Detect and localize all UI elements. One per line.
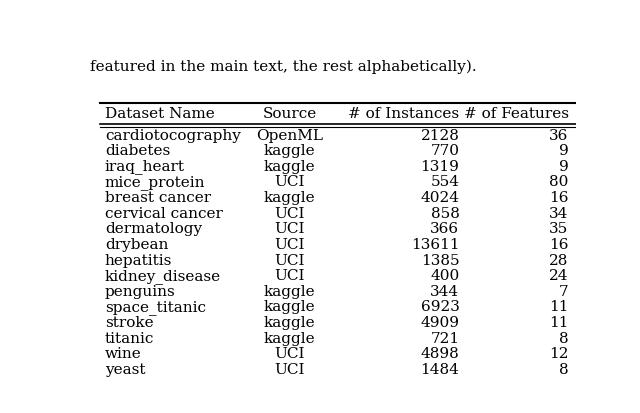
Text: 11: 11 xyxy=(549,315,568,329)
Text: 28: 28 xyxy=(549,253,568,267)
Text: iraq_heart: iraq_heart xyxy=(105,159,185,174)
Text: 6923: 6923 xyxy=(420,300,460,313)
Text: kaggle: kaggle xyxy=(264,331,316,345)
Text: 4024: 4024 xyxy=(420,191,460,204)
Text: diabetes: diabetes xyxy=(105,144,170,158)
Text: Source: Source xyxy=(262,107,317,121)
Text: 344: 344 xyxy=(430,284,460,298)
Text: 11: 11 xyxy=(549,300,568,313)
Text: 12: 12 xyxy=(549,347,568,361)
Text: 9: 9 xyxy=(559,159,568,173)
Text: 8: 8 xyxy=(559,362,568,376)
Text: 9: 9 xyxy=(559,144,568,158)
Text: space_titanic: space_titanic xyxy=(105,299,206,314)
Text: penguins: penguins xyxy=(105,284,175,298)
Text: 2128: 2128 xyxy=(420,128,460,142)
Text: UCI: UCI xyxy=(275,362,305,376)
Text: 24: 24 xyxy=(549,268,568,282)
Text: kaggle: kaggle xyxy=(264,191,316,204)
Text: kaggle: kaggle xyxy=(264,159,316,173)
Text: 1385: 1385 xyxy=(421,253,460,267)
Text: 36: 36 xyxy=(549,128,568,142)
Text: hepatitis: hepatitis xyxy=(105,253,172,267)
Text: 35: 35 xyxy=(549,222,568,236)
Text: kidney_disease: kidney_disease xyxy=(105,268,221,283)
Text: 721: 721 xyxy=(430,331,460,345)
Text: 4909: 4909 xyxy=(420,315,460,329)
Text: 400: 400 xyxy=(430,268,460,282)
Text: stroke: stroke xyxy=(105,315,154,329)
Text: drybean: drybean xyxy=(105,237,168,252)
Text: featured in the main text, the rest alphabetically).: featured in the main text, the rest alph… xyxy=(90,59,477,74)
Text: mice_protein: mice_protein xyxy=(105,175,205,190)
Text: cardiotocography: cardiotocography xyxy=(105,128,241,142)
Text: OpenML: OpenML xyxy=(256,128,323,142)
Text: breast cancer: breast cancer xyxy=(105,191,211,204)
Text: UCI: UCI xyxy=(275,222,305,236)
Text: kaggle: kaggle xyxy=(264,300,316,313)
Text: 34: 34 xyxy=(549,206,568,220)
Text: 770: 770 xyxy=(431,144,460,158)
Text: kaggle: kaggle xyxy=(264,284,316,298)
Text: dermatology: dermatology xyxy=(105,222,202,236)
Text: UCI: UCI xyxy=(275,253,305,267)
Text: 16: 16 xyxy=(549,191,568,204)
Text: 8: 8 xyxy=(559,331,568,345)
Text: # of Features: # of Features xyxy=(463,107,568,121)
Text: 366: 366 xyxy=(430,222,460,236)
Text: titanic: titanic xyxy=(105,331,154,345)
Text: kaggle: kaggle xyxy=(264,315,316,329)
Text: # of Instances: # of Instances xyxy=(348,107,460,121)
Text: kaggle: kaggle xyxy=(264,144,316,158)
Text: 4898: 4898 xyxy=(420,347,460,361)
Text: UCI: UCI xyxy=(275,206,305,220)
Text: UCI: UCI xyxy=(275,237,305,252)
Text: wine: wine xyxy=(105,347,141,361)
Text: 858: 858 xyxy=(431,206,460,220)
Text: 16: 16 xyxy=(549,237,568,252)
Text: 1319: 1319 xyxy=(420,159,460,173)
Text: yeast: yeast xyxy=(105,362,145,376)
Text: 1484: 1484 xyxy=(420,362,460,376)
Text: 554: 554 xyxy=(431,175,460,189)
Text: UCI: UCI xyxy=(275,347,305,361)
Text: 7: 7 xyxy=(559,284,568,298)
Text: 13611: 13611 xyxy=(411,237,460,252)
Text: UCI: UCI xyxy=(275,268,305,282)
Text: cervical cancer: cervical cancer xyxy=(105,206,223,220)
Text: Dataset Name: Dataset Name xyxy=(105,107,214,121)
Text: 80: 80 xyxy=(549,175,568,189)
Text: UCI: UCI xyxy=(275,175,305,189)
